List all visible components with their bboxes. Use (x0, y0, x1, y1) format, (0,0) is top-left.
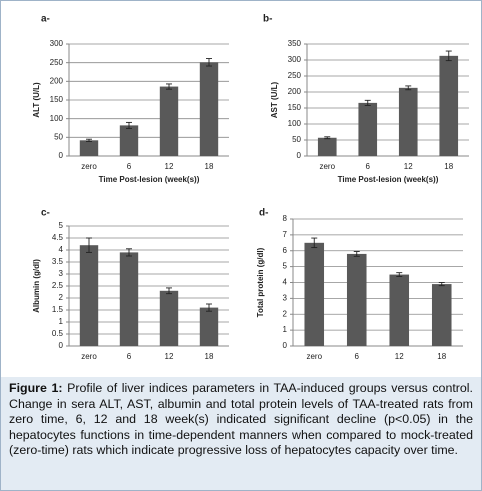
x-tick-label: 12 (395, 352, 404, 361)
y-tick-label: 0 (59, 341, 64, 350)
x-tick-label: 6 (355, 352, 360, 361)
x-tick-label: 6 (366, 162, 371, 171)
x-tick-label: 12 (404, 162, 413, 171)
x-tick-label: 18 (437, 352, 446, 361)
y-tick-label: 4.5 (52, 233, 64, 242)
x-axis-label: Time Post-lesion (week(s)) (99, 175, 200, 184)
y-tick-label: 350 (288, 39, 302, 48)
caption-label: Figure 1: (9, 381, 63, 395)
bar (159, 86, 179, 156)
bar (389, 274, 410, 346)
y-tick-label: 2.5 (52, 281, 64, 290)
y-tick-label: 100 (288, 119, 302, 128)
y-tick-label: 250 (288, 71, 302, 80)
x-tick-label: zero (306, 352, 322, 361)
x-tick-label: 18 (205, 162, 214, 171)
error-bar (206, 303, 212, 312)
error-bar (311, 237, 318, 249)
error-bar (364, 99, 371, 106)
y-tick-label: 3.5 (52, 257, 64, 266)
y-tick-label: 0 (283, 341, 288, 350)
error-bar (86, 237, 92, 253)
bar (398, 87, 418, 156)
y-tick-label: 5 (59, 221, 64, 230)
y-tick-label: 200 (50, 76, 64, 85)
y-tick-label: 150 (50, 95, 64, 104)
y-axis-label: AST (U/L) (270, 81, 279, 118)
x-tick-label: 6 (127, 352, 132, 361)
y-tick-label: 6 (283, 246, 288, 255)
bar (119, 252, 139, 346)
panel-label: d- (259, 208, 268, 219)
bar (79, 245, 99, 346)
y-axis-label: ALT (U/L) (32, 82, 41, 118)
y-tick-label: 50 (292, 135, 301, 144)
y-tick-label: 300 (50, 39, 64, 48)
y-tick-label: 1 (59, 317, 64, 326)
y-tick-label: 4 (59, 245, 64, 254)
caption: Figure 1: Profile of liver indices param… (1, 377, 481, 490)
y-tick-label: 5 (283, 262, 288, 271)
error-bar (166, 287, 172, 295)
y-tick-label: 0 (297, 151, 302, 160)
x-tick-label: zero (319, 162, 335, 171)
y-tick-label: 0.5 (52, 329, 64, 338)
y-tick-label: 3 (283, 293, 288, 302)
x-tick-label: zero (81, 162, 97, 171)
error-bar (396, 272, 403, 277)
panel-label: c- (41, 208, 50, 219)
y-tick-label: 2 (283, 309, 288, 318)
error-bar (445, 50, 452, 62)
bar (439, 55, 459, 157)
x-tick-label: 18 (205, 352, 214, 361)
y-tick-label: 0 (59, 151, 64, 160)
x-tick-label: 18 (444, 162, 453, 171)
error-bar (324, 136, 331, 140)
y-axis-label: Albumin (g/dl) (32, 259, 41, 313)
bar (79, 140, 99, 156)
x-tick-label: zero (81, 352, 97, 361)
error-bar (86, 138, 92, 142)
bar (199, 307, 219, 346)
x-axis-label: Time Post-lesion (week(s)) (338, 175, 439, 184)
panel-label: a- (41, 14, 50, 25)
y-tick-label: 1 (283, 325, 288, 334)
y-tick-label: 150 (288, 103, 302, 112)
bar (199, 62, 219, 156)
caption-text: Profile of liver indices parameters in T… (9, 381, 473, 457)
y-tick-label: 2 (59, 293, 64, 302)
error-bar (405, 85, 412, 91)
error-bar (126, 248, 132, 257)
bar (159, 290, 179, 346)
x-tick-label: 6 (127, 162, 132, 171)
bar (346, 253, 367, 346)
bar (431, 284, 452, 346)
error-bar (206, 58, 212, 67)
bar (119, 125, 139, 156)
y-tick-label: 8 (283, 214, 288, 223)
bar (304, 242, 325, 346)
y-tick-label: 50 (54, 132, 63, 141)
bar (317, 137, 337, 156)
error-bar (166, 83, 172, 90)
error-bar (126, 121, 132, 129)
error-bar (353, 251, 360, 257)
y-axis-label: Total protein (g/dl) (256, 247, 265, 317)
x-tick-label: 12 (165, 352, 174, 361)
y-tick-label: 7 (283, 230, 288, 239)
y-tick-label: 1.5 (52, 305, 64, 314)
y-tick-label: 250 (50, 58, 64, 67)
x-tick-label: 12 (165, 162, 174, 171)
bar (358, 102, 378, 156)
y-tick-label: 300 (288, 55, 302, 64)
y-tick-label: 4 (283, 278, 288, 287)
y-tick-label: 200 (288, 87, 302, 96)
y-tick-label: 100 (50, 114, 64, 123)
y-tick-label: 3 (59, 269, 64, 278)
error-bar (438, 282, 445, 287)
panel-label: b- (263, 14, 272, 25)
